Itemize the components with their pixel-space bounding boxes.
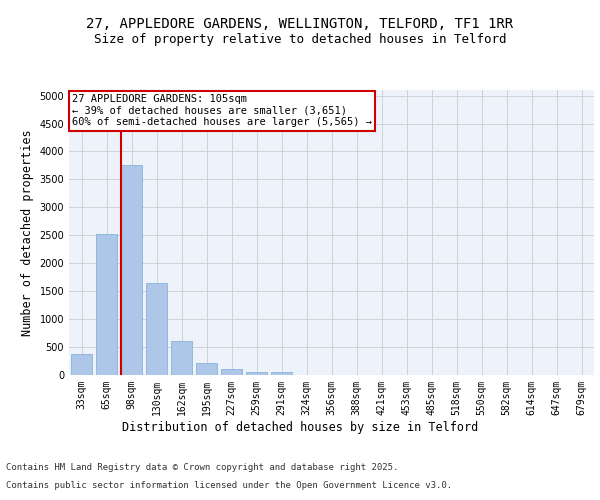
Text: 27, APPLEDORE GARDENS, WELLINGTON, TELFORD, TF1 1RR: 27, APPLEDORE GARDENS, WELLINGTON, TELFO… xyxy=(86,18,514,32)
Text: Distribution of detached houses by size in Telford: Distribution of detached houses by size … xyxy=(122,421,478,434)
Bar xyxy=(71,354,92,375)
Bar xyxy=(271,372,292,375)
Bar xyxy=(246,372,267,375)
Text: Contains HM Land Registry data © Crown copyright and database right 2025.: Contains HM Land Registry data © Crown c… xyxy=(6,464,398,472)
Bar xyxy=(96,234,117,375)
Text: Size of property relative to detached houses in Telford: Size of property relative to detached ho… xyxy=(94,32,506,46)
Bar xyxy=(121,165,142,375)
Y-axis label: Number of detached properties: Number of detached properties xyxy=(21,129,34,336)
Bar xyxy=(146,283,167,375)
Text: Contains public sector information licensed under the Open Government Licence v3: Contains public sector information licen… xyxy=(6,481,452,490)
Bar xyxy=(221,370,242,375)
Text: 27 APPLEDORE GARDENS: 105sqm
← 39% of detached houses are smaller (3,651)
60% of: 27 APPLEDORE GARDENS: 105sqm ← 39% of de… xyxy=(71,94,371,128)
Bar xyxy=(196,364,217,375)
Bar xyxy=(171,341,192,375)
